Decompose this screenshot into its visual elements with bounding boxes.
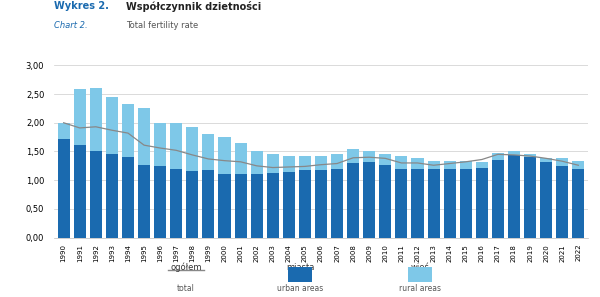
Text: miasta: miasta bbox=[286, 263, 314, 272]
Bar bbox=[138, 108, 150, 238]
Bar bbox=[122, 104, 134, 238]
Bar bbox=[428, 161, 440, 238]
Bar bbox=[202, 170, 214, 238]
Text: rural areas: rural areas bbox=[399, 284, 441, 293]
Bar bbox=[315, 170, 327, 238]
Text: urban areas: urban areas bbox=[277, 284, 323, 293]
Bar bbox=[524, 154, 536, 238]
Bar bbox=[428, 169, 440, 238]
Bar bbox=[106, 97, 118, 238]
Bar bbox=[122, 157, 134, 238]
Bar bbox=[218, 137, 230, 238]
Bar bbox=[443, 161, 456, 238]
Bar bbox=[379, 165, 391, 238]
Text: Chart 2.: Chart 2. bbox=[54, 21, 88, 30]
Bar bbox=[251, 174, 263, 238]
Bar bbox=[347, 163, 359, 238]
Bar bbox=[74, 145, 86, 238]
Bar bbox=[363, 151, 375, 238]
Bar bbox=[283, 172, 295, 238]
Bar bbox=[170, 169, 182, 238]
Bar bbox=[58, 123, 70, 238]
Bar bbox=[186, 127, 199, 238]
Text: Współczynnik dzietności: Współczynnik dzietności bbox=[126, 1, 261, 12]
Bar bbox=[90, 151, 102, 238]
Bar bbox=[154, 123, 166, 238]
Bar bbox=[267, 154, 279, 238]
Bar bbox=[395, 156, 407, 238]
Bar bbox=[379, 154, 391, 238]
Bar bbox=[315, 156, 327, 238]
Bar bbox=[299, 170, 311, 238]
Bar bbox=[492, 153, 504, 238]
Bar bbox=[556, 166, 568, 238]
Bar bbox=[508, 156, 520, 238]
Bar bbox=[235, 143, 247, 238]
Bar bbox=[331, 154, 343, 238]
Bar bbox=[154, 166, 166, 238]
Bar bbox=[106, 154, 118, 238]
Bar bbox=[138, 165, 150, 238]
Bar bbox=[202, 134, 214, 238]
Bar bbox=[572, 169, 584, 238]
Bar bbox=[572, 161, 584, 238]
Bar bbox=[540, 158, 552, 238]
Bar bbox=[283, 156, 295, 238]
Bar bbox=[508, 151, 520, 238]
Bar bbox=[299, 156, 311, 238]
Bar bbox=[331, 169, 343, 238]
Bar bbox=[556, 158, 568, 238]
Bar bbox=[74, 89, 86, 238]
Bar bbox=[540, 162, 552, 238]
Bar bbox=[235, 174, 247, 238]
Bar bbox=[412, 169, 424, 238]
Bar bbox=[363, 162, 375, 238]
Text: Total fertility rate: Total fertility rate bbox=[126, 21, 198, 30]
Bar bbox=[443, 169, 456, 238]
Bar bbox=[476, 168, 488, 238]
Bar bbox=[395, 169, 407, 238]
Bar bbox=[460, 169, 472, 238]
Text: ogółem: ogółem bbox=[170, 263, 202, 272]
Bar bbox=[218, 174, 230, 238]
Bar bbox=[267, 173, 279, 238]
Bar bbox=[90, 88, 102, 238]
Bar bbox=[492, 159, 504, 238]
Bar bbox=[460, 161, 472, 238]
Text: total: total bbox=[177, 284, 195, 293]
Bar bbox=[251, 151, 263, 238]
Bar bbox=[347, 148, 359, 238]
Text: Wykres 2.: Wykres 2. bbox=[54, 1, 109, 12]
Bar bbox=[412, 158, 424, 238]
Text: wieś: wieś bbox=[410, 263, 430, 272]
Bar bbox=[170, 123, 182, 238]
Bar bbox=[186, 171, 199, 238]
Bar bbox=[58, 139, 70, 238]
Bar bbox=[524, 157, 536, 238]
Bar bbox=[476, 162, 488, 238]
